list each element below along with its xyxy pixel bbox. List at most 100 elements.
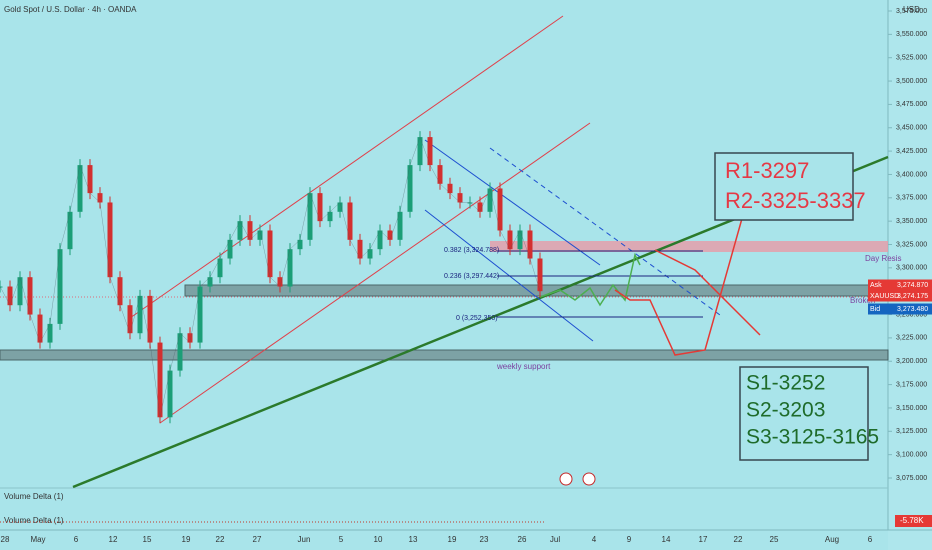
scenario-path: [539, 252, 641, 307]
candle: [57, 249, 63, 324]
candle: [227, 239, 233, 259]
candle: [417, 137, 423, 166]
candle: [0, 286, 3, 288]
time-tick-label: 25: [770, 535, 779, 544]
candle: [187, 333, 193, 343]
time-tick-label: 19: [448, 535, 457, 544]
price-tick-label: 3,550.000: [896, 31, 927, 38]
price-tick-label: 3,575.000: [896, 8, 927, 15]
time-tick-label: 23: [480, 535, 489, 544]
candle: [437, 165, 443, 184]
candle: [157, 342, 163, 418]
time-tick-label: 9: [627, 535, 632, 544]
price-tick-label: 3,075.000: [896, 475, 927, 482]
day-resis-label: Day Resis: [865, 254, 901, 263]
pane-label: Volume Delta (1): [4, 492, 64, 501]
time-tick-label: 15: [143, 535, 152, 544]
price-tick-label: 3,375.000: [896, 195, 927, 202]
scenario-path: [654, 249, 761, 336]
candle: [87, 165, 93, 194]
candle: [147, 295, 153, 343]
candle: [127, 305, 133, 334]
time-tick-label: 22: [734, 535, 743, 544]
candle: [137, 295, 143, 334]
support-label: S1-3252: [746, 372, 825, 395]
weekly-support-zone: [0, 349, 889, 361]
price-tick-label: 3,475.000: [896, 101, 927, 108]
candle: [217, 258, 223, 278]
event-icon: [559, 472, 573, 486]
time-tick-label: 10: [374, 535, 383, 544]
candle: [207, 277, 213, 287]
time-tick-label: 5: [339, 535, 344, 544]
candle: [337, 202, 343, 212]
candle: [37, 314, 43, 343]
price-tick-label: 3,500.000: [896, 78, 927, 85]
price-tag: [868, 279, 932, 291]
channel-line: [424, 139, 601, 266]
candle: [167, 370, 173, 418]
candle: [27, 277, 33, 315]
chart-title: Gold Spot / U.S. Dollar · 4h · OANDA: [4, 5, 137, 14]
currency: USD: [903, 5, 920, 14]
candle: [257, 230, 263, 240]
candle: [267, 230, 273, 278]
price-tag-name: XAUUSD: [870, 293, 899, 300]
price-tick-label: 3,450.000: [896, 125, 927, 132]
time-tick-label: 27: [253, 535, 262, 544]
candle: [107, 202, 113, 278]
candle: [387, 230, 393, 240]
candle: [177, 333, 183, 371]
candle: [447, 183, 453, 194]
price-tag-value: 3,273.480: [897, 306, 928, 313]
candle: [487, 188, 493, 212]
price-line: [0, 136, 541, 418]
candle: [17, 277, 23, 306]
candle: [407, 165, 413, 212]
volume-tag: [895, 515, 932, 527]
price-tick-label: 3,175.000: [896, 381, 927, 388]
candle: [517, 230, 523, 250]
time-tick-label: Jun: [298, 535, 311, 544]
support-label: S2-3203: [746, 399, 825, 422]
candle: [297, 239, 303, 250]
support-label: S3-3125-3165: [746, 426, 879, 449]
candle: [327, 211, 333, 222]
price-tick-label: 3,125.000: [896, 428, 927, 435]
price-tick-label: 3,350.000: [896, 218, 927, 225]
price-tag: [868, 303, 932, 315]
broken-label: Broken: [850, 296, 875, 305]
candle: [377, 230, 383, 250]
price-tick-label: 3,100.000: [896, 451, 927, 458]
time-tick-label: 13: [409, 535, 418, 544]
time-tick-label: 19: [182, 535, 191, 544]
price-tag-name: Bid: [870, 306, 880, 313]
resistance-box: [714, 152, 854, 221]
event-icon: [582, 472, 596, 486]
resistance-zone: [490, 241, 888, 252]
fib-label: 0 (3,252.350): [456, 315, 498, 322]
candle: [357, 239, 363, 259]
time-tick-label: 17: [699, 535, 708, 544]
fib-label: 0.236 (3,297.442): [444, 273, 499, 280]
resistance-label: R1-3297: [725, 158, 809, 183]
candle: [507, 230, 513, 250]
candle: [67, 211, 73, 250]
candle: [397, 211, 403, 240]
candle: [427, 137, 433, 166]
pane-label: Volume Delta (1): [4, 516, 64, 525]
price-tick-label: 3,225.000: [896, 335, 927, 342]
price-tick-label: 3,400.000: [896, 171, 927, 178]
candle: [347, 202, 353, 240]
candle: [307, 193, 313, 240]
time-tick-label: May: [30, 535, 45, 544]
time-tick-label: Jul: [550, 535, 560, 544]
price-tag-value: 3,274.175: [897, 293, 928, 300]
support-box: [739, 366, 869, 461]
price-tick-label: 3,525.000: [896, 55, 927, 62]
candle: [317, 193, 323, 222]
candle: [497, 188, 503, 231]
candle: [527, 230, 533, 259]
time-tick-label: 4: [592, 535, 597, 544]
